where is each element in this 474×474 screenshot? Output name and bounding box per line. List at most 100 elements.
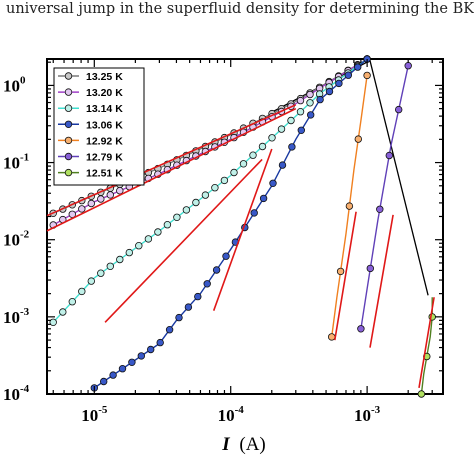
series-marker [137,352,145,360]
tick-exponent: 0 [20,74,26,86]
series-4 [328,71,371,341]
legend-label: 13.06 K [86,119,123,131]
tick-base: 10 [3,154,20,173]
legend-marker [64,136,73,145]
legend-item: 13.14 K [58,103,123,115]
series-marker [259,194,268,203]
tick-base: 10 [3,231,20,250]
tick-base: 10 [354,406,371,425]
figure-caption: universal jump in the superfluid density… [6,1,474,17]
series-marker [222,252,230,260]
legend-marker [64,88,73,96]
series-marker [194,292,202,301]
series-marker [306,90,314,99]
y-tick-label: 10-1 [3,152,29,173]
legend: 13.25 K 13.20 K 13.14 K 13.06 K 12.92 K 12.79… [53,67,145,186]
series-marker [203,280,211,288]
legend-marker [64,168,73,177]
fit-line-2 [104,158,263,323]
fit-line-5 [369,214,394,348]
legend-marker [64,120,73,128]
series-marker [287,116,295,125]
series-marker [212,266,221,274]
series-marker [59,308,67,316]
fit-line-4 [334,211,357,341]
legend-marker [64,104,73,112]
series-marker [239,160,248,168]
series-marker [125,248,133,257]
series-marker [182,206,191,214]
series-5 [357,61,412,333]
tick-exponent: -4 [20,383,30,395]
series-marker [307,111,315,119]
legend-item: 12.51 K [58,168,123,180]
series-marker [325,87,334,96]
fit-line-0 [46,104,297,217]
y-tick-label: 10-3 [3,306,30,327]
axis-ticks [47,59,443,395]
series-marker [297,126,305,134]
series-marker [258,142,267,151]
tick-exponent: -5 [98,404,108,416]
tick-exponent: -2 [20,229,30,241]
series-marker [316,95,324,104]
tick-exponent: -1 [20,152,29,164]
series-marker [201,191,210,199]
series-marker [230,168,238,177]
series-marker [357,325,365,333]
series-marker [250,209,258,217]
series-marker [87,277,95,285]
y-tick-label: 10-4 [3,383,30,404]
legend-item: 13.06 K [58,119,123,131]
x-tick-label: 10-3 [354,404,381,425]
series-marker [277,125,286,133]
series-marker [87,199,95,208]
legend-item: 13.25 K [58,71,123,83]
series-marker [78,205,86,213]
x-tick-label: 10-4 [218,404,245,425]
series-marker [249,151,257,159]
series-marker [106,191,114,199]
legend-label: 12.79 K [86,152,123,164]
series-marker [385,151,393,160]
series-marker [345,202,354,210]
x-tick-label: 10-5 [81,404,108,425]
fit-line-6 [418,297,435,389]
x-tick-labels: 10-5 10-4 10-3 [81,404,380,425]
legend-label: 13.20 K [86,87,123,99]
fit-line-1 [46,107,297,232]
series-marker [395,105,403,114]
legend-item: 12.79 K [58,152,123,164]
series-line [331,75,368,337]
series-marker [146,345,155,354]
series-marker [328,333,336,341]
series-marker [417,390,426,398]
tick-base: 10 [3,76,20,95]
series-line [360,65,409,329]
series-marker [354,63,362,71]
series-marker [366,264,374,273]
y-tick-label: 100 [3,74,26,95]
legend-marker [64,152,73,161]
series-marker [106,262,114,270]
legend-item: 13.20 K [58,87,123,99]
series-marker [165,326,174,334]
legend-label: 12.92 K [86,135,123,147]
legend-label: 12.51 K [86,168,123,180]
black-line [271,59,429,296]
tick-exponent: -3 [371,404,381,416]
series-marker [116,255,124,264]
series-marker [97,269,105,277]
series-marker [288,143,296,151]
legend-marker [64,72,73,80]
tick-exponent: -4 [235,404,245,416]
tick-base: 10 [81,406,98,425]
series-marker [97,195,105,203]
series-marker [296,96,305,105]
series-marker [354,135,362,143]
tick-exponent: -3 [20,306,30,318]
series-marker [128,358,136,366]
x-axis-unit: (A) [239,434,265,455]
series-marker [156,338,164,347]
series-marker [306,99,314,107]
